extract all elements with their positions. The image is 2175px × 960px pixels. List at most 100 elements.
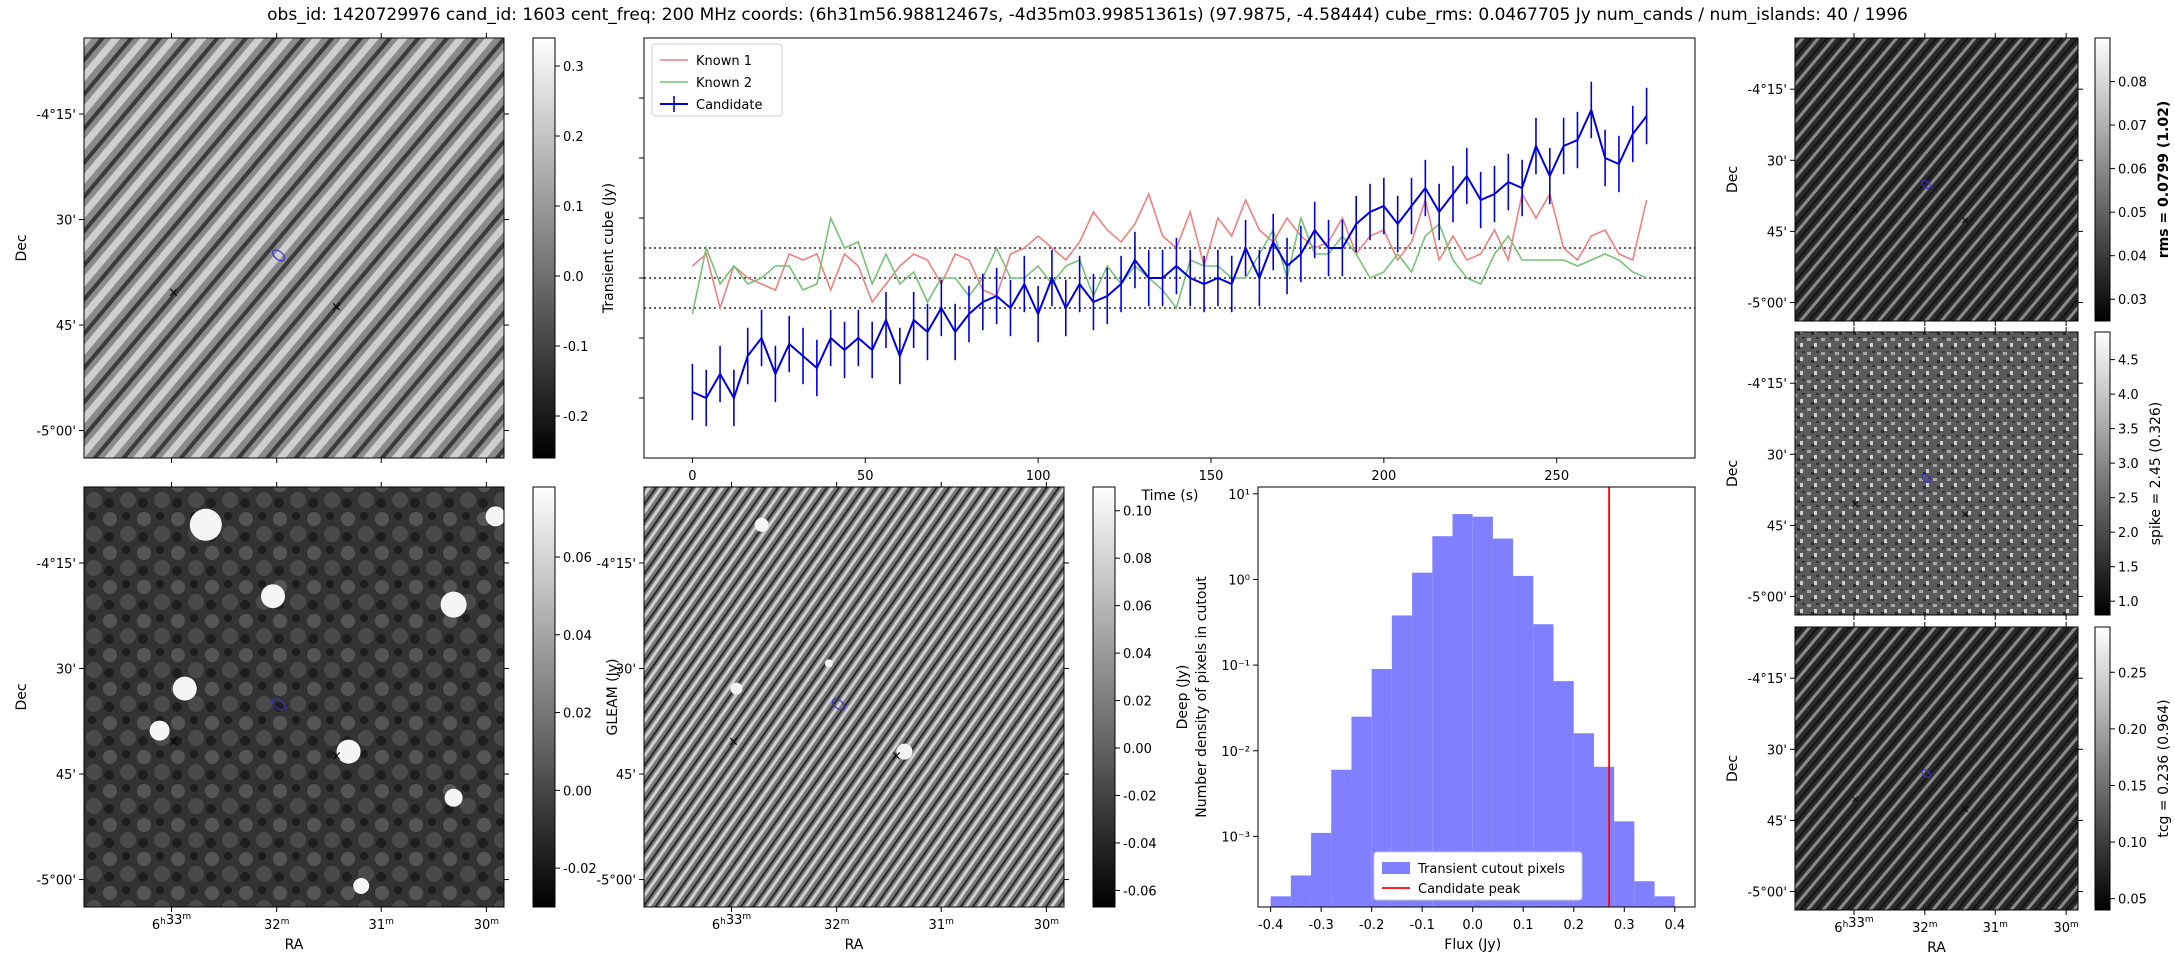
spike-frame [1794,331,2079,616]
ra-axis-label: RA [845,937,864,953]
dec-tick-label: 30' [1767,154,1787,169]
green-x-marker: × [1851,793,1860,806]
ra-tick-label: 31m [369,917,394,933]
tcg-frame [1794,626,2079,911]
dec-tick-label: 45' [56,768,76,783]
ra-tick-label: 31m [929,917,954,933]
dec-tick-label: 45' [56,319,76,334]
colorbar-tick-label: 3.5 [2118,423,2139,438]
colorbar-tick-label: 0.04 [563,629,592,644]
gleam-image [84,487,504,907]
x-tick-label: 250 [1544,469,1569,484]
x-tick-label: 0.4 [1664,918,1685,933]
colorbar-tick-label: 1.5 [2118,561,2139,576]
legend-label: Known 1 [696,54,752,69]
histogram-bar [1513,575,1534,907]
gleam-frame [83,486,505,908]
colorbar-tick-label: 0.10 [2118,836,2147,851]
gleam-source [261,584,285,609]
dec-tick-label: 30' [56,214,76,229]
colorbar-tick-label: 0.04 [2118,250,2147,265]
colorbar-tick-label: -0.02 [563,862,597,877]
histogram-bar [1533,624,1554,907]
dec-axis-label: Dec [14,683,30,710]
colorbar-tick-label: -0.2 [563,410,588,425]
histogram-bar [1634,881,1655,907]
image-panel-gleam: × × -4°15' 30' 45' -5°00' 6h33m 32m 31m 30m RA Dec -… [14,482,621,953]
colorbar-tick-label: 0.25 [2118,666,2147,681]
ra-axis-label: RA [1927,940,1946,956]
lightcurve-chart: 0 50 100 150 200 250 Time (s) Known 1 Known 2 Can… [639,37,1696,504]
transient-image [84,38,504,458]
colorbar-tick-label: 0.06 [2118,163,2147,178]
image-panel-tcg: × × -4°15' 30' 45' -5°00' 6h33m 32m 31m 30m RA Dec 0… [1725,622,2172,956]
colorbar-tick-label: -0.1 [563,340,588,355]
red-x-marker: × [331,300,342,315]
legend-box [1373,851,1583,901]
dec-tick-label: 45' [616,768,636,783]
histogram-bar [1553,681,1574,907]
gleam-source [172,676,197,701]
figure-title: obs_id: 1420729976 cand_id: 1603 cent_fr… [267,5,1908,25]
colorbar-tick-label: 0.0 [563,270,584,285]
colorbar-tick-label: 0.07 [2118,119,2147,134]
transient-colorbar [532,37,556,459]
transient-frame [83,37,505,459]
histogram-bar [1432,536,1453,907]
tcg-colorbar-label: tcg = 0.236 (0.964) [2156,699,2172,837]
deep-source [824,659,833,668]
colorbar-tick-label: 0.3 [563,60,584,75]
histogram-bar [1351,716,1372,907]
spike-colorbar-label: spike = 2.45 (0.326) [2148,402,2164,546]
dec-axis-label: Dec [1725,460,1741,487]
colorbar-tick-label: 0.06 [1123,600,1152,615]
rms-colorbar [2094,37,2111,322]
dec-tick-label: -4°15' [1747,672,1787,687]
histogram-bar [1331,769,1352,907]
image-panel-deep: × × -4°15' 30' 45' -5°00' 6h33m 32m 31m 30m RA -0.0… [596,482,1191,953]
legend-label: Candidate [696,98,762,113]
y-tick-label: 10¹ [1228,488,1250,503]
dec-tick-label: -5°00' [36,874,76,889]
candidate-ellipse [1921,768,1931,779]
colorbar-tick-label: 0.02 [563,707,592,722]
x-tick-label: 100 [1026,469,1051,484]
dec-tick-label: -4°15' [596,557,636,572]
rms-colorbar-label: rms = 0.0799 (1.02) [2156,101,2172,259]
colorbar-tick-label: 4.5 [2118,354,2139,369]
gleam-source [336,739,361,764]
deep-image [644,487,1064,907]
x-tick-label: -0.4 [1258,918,1283,933]
ra-tick-label: 32m [1912,920,1937,936]
x-tick-label: 0 [688,469,696,484]
image-panel-transient: × × -4°15' 30' 45' -5°00' Dec -0.2 -0.1 0.0 0.1 0.2… [14,33,617,463]
y-axis-label: Number density of pixels in cutout [1194,576,1210,818]
legend-swatch [1382,862,1410,874]
legend-box [651,43,783,117]
colorbar-tick-label: 1.0 [2118,595,2139,610]
green-x-marker: × [168,285,179,300]
green-x-marker: × [1851,498,1860,511]
colorbar-tick-label: 0.02 [1123,695,1152,710]
series-line-candidate [692,107,1648,401]
dec-tick-label: -5°00' [36,425,76,440]
green-x-marker: × [728,734,739,749]
ra-tick-label: 32m [264,917,289,933]
dec-axis-label: Dec [1725,755,1741,782]
transient-colorbar-label: Transient cube (Jy) [601,183,617,314]
candidate-ellipse [272,698,286,711]
ra-tick-label: 30m [1034,917,1059,933]
series-line-known-1 [691,191,1648,311]
legend-label: Known 2 [696,76,752,91]
x-tick-label: -0.1 [1410,918,1435,933]
colorbar-tick-label: -0.04 [1123,837,1157,852]
green-x-marker: × [1851,204,1860,217]
dec-tick-label: -5°00' [1747,886,1787,901]
dec-tick-label: 45' [1767,519,1787,534]
red-x-marker: × [1961,508,1970,521]
histogram-bar [1412,572,1433,907]
colorbar-tick-label: 2.0 [2118,526,2139,541]
deep-source [730,682,743,695]
histogram-bar [1472,516,1493,907]
x-tick-label: 50 [857,469,874,484]
